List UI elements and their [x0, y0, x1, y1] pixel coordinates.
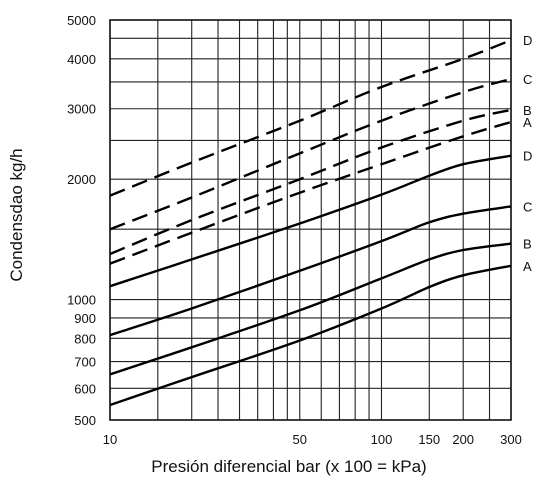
y-axis-title: Condensdao kg/h: [7, 148, 26, 281]
series-label-dashed-b: B: [523, 103, 532, 118]
x-tick-label: 150: [418, 432, 440, 447]
x-tick-label: 50: [293, 432, 307, 447]
series-label-dashed-a: A: [523, 115, 532, 130]
y-tick-label: 900: [74, 311, 96, 326]
series-line-dashed-d: [109, 39, 512, 197]
y-tick-label: 500: [74, 413, 96, 428]
series-line-dashed-b: [109, 108, 512, 256]
series-line-dashed-a: [109, 120, 512, 265]
y-tick-label: 4000: [67, 52, 96, 67]
x-tick-label: 10: [103, 432, 117, 447]
series-label-dashed-c: C: [523, 72, 532, 87]
series-label-solid-b: B: [523, 237, 532, 252]
series-line-solid-b: [109, 242, 512, 376]
x-axis-title: Presión diferencial bar (x 100 = kPa): [151, 457, 426, 476]
y-tick-label: 800: [74, 331, 96, 346]
series-label-solid-d: D: [523, 149, 532, 164]
x-tick-label: 300: [500, 432, 522, 447]
y-tick-label: 700: [74, 355, 96, 370]
y-tick-label: 600: [74, 381, 96, 396]
series-label-solid-c: C: [523, 199, 532, 214]
series-line-solid-d: [109, 154, 512, 288]
y-tick-label: 5000: [67, 13, 96, 28]
y-tick-label: 3000: [67, 102, 96, 117]
x-tick-label: 200: [452, 432, 474, 447]
series-label-solid-a: A: [523, 259, 532, 274]
x-tick-label: 100: [371, 432, 393, 447]
series-line-solid-c: [109, 205, 512, 337]
series-line-solid-a: [109, 264, 512, 407]
series-line-dashed-c: [109, 77, 512, 231]
y-tick-label: 2000: [67, 172, 96, 187]
y-tick-label: 1000: [67, 293, 96, 308]
plot-frame: [109, 19, 512, 421]
series-label-dashed-d: D: [523, 33, 532, 48]
